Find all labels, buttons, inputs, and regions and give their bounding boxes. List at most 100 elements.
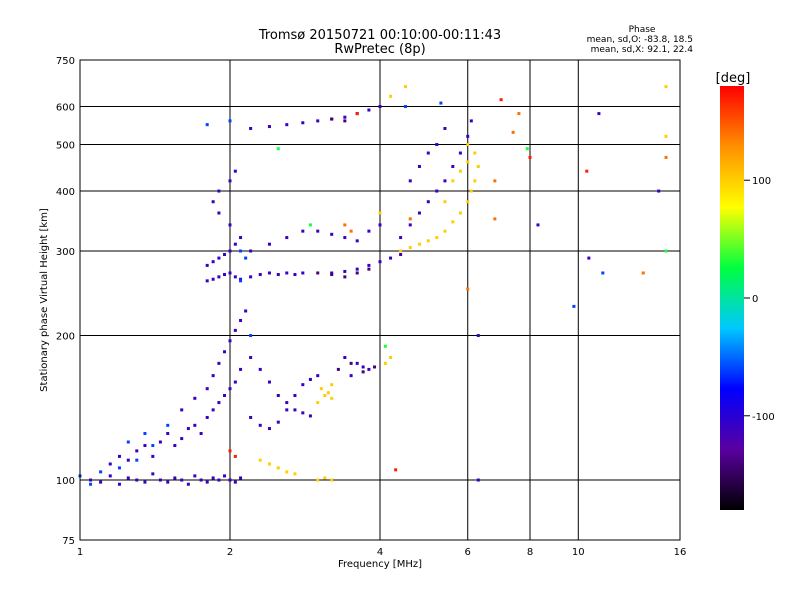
data-point	[293, 394, 297, 398]
data-point	[223, 273, 227, 277]
data-point	[664, 155, 668, 159]
data-point	[126, 476, 130, 480]
data-point	[355, 112, 359, 116]
data-point	[330, 478, 334, 482]
data-point	[293, 408, 297, 412]
data-point	[330, 273, 334, 277]
data-point	[316, 271, 320, 275]
data-point	[228, 339, 232, 343]
data-point	[408, 223, 412, 227]
data-point	[525, 147, 529, 151]
data-point	[249, 126, 253, 130]
data-point	[451, 220, 455, 224]
data-point	[205, 415, 209, 419]
data-point	[443, 229, 447, 233]
data-point	[330, 383, 334, 387]
data-point	[343, 236, 347, 240]
data-points	[78, 85, 668, 486]
data-point	[664, 134, 668, 138]
data-point	[239, 318, 243, 322]
stats-x-line: mean, sd,X: 92.1, 22.4	[591, 45, 694, 55]
data-point	[435, 143, 439, 147]
data-point	[330, 396, 334, 400]
data-point	[426, 151, 430, 155]
data-point	[426, 200, 430, 204]
y-tick-labels: 75 100 200 300 400 500 600 750	[56, 56, 75, 547]
data-point	[367, 108, 371, 112]
data-point	[233, 480, 237, 484]
data-point	[493, 217, 497, 221]
data-point	[657, 189, 661, 193]
data-point	[316, 374, 320, 378]
plot-frame	[79, 59, 681, 541]
data-point	[126, 458, 130, 462]
data-point	[343, 269, 347, 273]
data-point	[301, 121, 305, 125]
data-point	[217, 211, 221, 215]
data-point	[301, 229, 305, 233]
data-point	[469, 119, 473, 123]
y-tick-label: 750	[56, 56, 75, 67]
data-point	[239, 279, 243, 283]
colorbar	[720, 86, 744, 510]
data-point	[180, 408, 184, 412]
data-point	[239, 236, 243, 240]
data-point	[117, 466, 121, 470]
data-point	[458, 169, 462, 173]
data-point	[293, 273, 297, 277]
x-tick-label: 16	[674, 547, 687, 558]
data-point	[228, 478, 232, 482]
data-point	[601, 271, 605, 275]
data-point	[258, 423, 262, 427]
data-point	[336, 367, 340, 371]
stats-o-line: mean, sd,O: -83.8, 18.5	[587, 35, 693, 45]
data-point	[186, 482, 190, 486]
data-point	[343, 115, 347, 119]
data-point	[426, 239, 430, 243]
data-point	[403, 85, 407, 89]
data-point	[301, 411, 305, 415]
x-tick-labels: 1 2 4 6 8 10 16	[77, 547, 687, 558]
data-point	[466, 287, 470, 291]
data-point	[211, 374, 215, 378]
data-point	[330, 232, 334, 236]
data-point	[151, 454, 155, 458]
data-point	[587, 256, 591, 260]
data-point	[205, 387, 209, 391]
data-point	[439, 101, 443, 105]
data-point	[361, 370, 365, 374]
data-point	[349, 374, 353, 378]
data-point	[323, 476, 327, 480]
colorbar-tick-label: -100	[752, 412, 775, 423]
data-point	[476, 478, 480, 482]
data-point	[285, 408, 289, 412]
data-point	[466, 160, 470, 164]
data-point	[211, 200, 215, 204]
data-point	[572, 304, 576, 308]
data-point	[239, 367, 243, 371]
data-point	[228, 449, 232, 453]
data-point	[223, 253, 227, 257]
data-point	[308, 414, 312, 418]
colorbar-label: [deg]	[716, 71, 751, 86]
data-point	[258, 458, 262, 462]
data-point	[217, 478, 221, 482]
data-point	[233, 275, 237, 279]
data-point	[135, 449, 139, 453]
data-point	[193, 396, 197, 400]
data-point	[383, 344, 387, 348]
data-point	[451, 179, 455, 183]
data-point	[285, 236, 289, 240]
data-point	[308, 223, 312, 227]
data-point	[89, 482, 93, 486]
data-point	[285, 470, 289, 474]
data-point	[228, 119, 232, 123]
data-point	[108, 474, 112, 478]
data-point	[151, 444, 155, 448]
x-tick-label: 8	[527, 547, 533, 558]
data-point	[466, 200, 470, 204]
data-point	[383, 361, 387, 365]
data-point	[343, 223, 347, 227]
